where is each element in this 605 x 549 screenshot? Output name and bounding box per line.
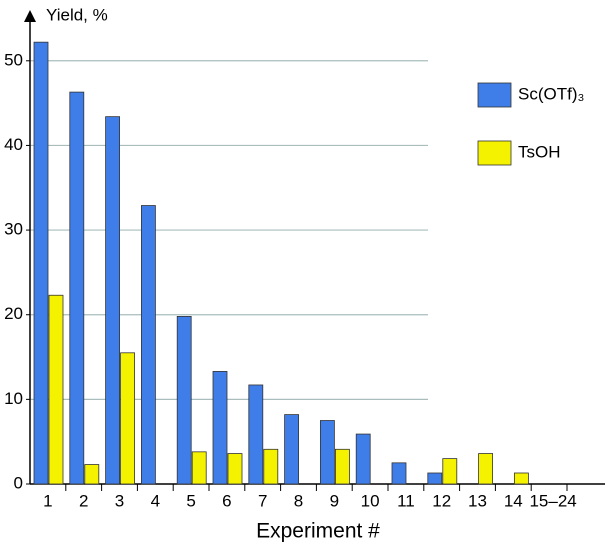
bar	[176, 316, 192, 485]
x-axis-label: Experiment #	[256, 520, 380, 543]
x-tick-label: 14	[504, 491, 523, 510]
bar	[263, 448, 279, 485]
x-tick-label: 3	[115, 491, 124, 510]
y-tick-label: 40	[4, 135, 23, 154]
bar	[334, 448, 350, 485]
bar	[442, 458, 458, 485]
bar	[227, 453, 243, 485]
x-tick-label: 5	[186, 491, 195, 510]
x-tick-label: 10	[361, 491, 380, 510]
x-tick-label: 13	[468, 491, 487, 510]
legend-swatch	[477, 82, 512, 108]
legend-label: TsOH	[518, 142, 561, 161]
bar	[105, 116, 120, 485]
y-tick-label: 50	[4, 50, 23, 69]
x-tick-label: 4	[151, 491, 160, 510]
bar	[212, 371, 228, 485]
bar	[140, 205, 156, 485]
bar	[478, 453, 494, 485]
bar	[248, 384, 264, 485]
legend-swatch	[477, 140, 512, 166]
y-tick-label: 10	[4, 389, 23, 408]
bar	[319, 420, 335, 485]
x-tick-label: 6	[222, 491, 231, 510]
bar	[427, 472, 443, 485]
x-tick-label: 2	[79, 491, 88, 510]
y-tick-label: 0	[14, 473, 23, 492]
y-axis-label: Yield, %	[46, 5, 108, 24]
x-tick-label: 11	[397, 491, 415, 510]
legend-label: Sc(OTf)₃	[518, 84, 584, 103]
x-tick-label: 7	[258, 491, 267, 510]
y-tick-label: 30	[4, 220, 23, 239]
bar	[120, 352, 135, 485]
x-tick-label: 12	[432, 491, 451, 510]
bar	[284, 414, 300, 485]
bar	[391, 462, 407, 485]
bar	[191, 451, 207, 485]
bar	[355, 433, 371, 485]
x-tick-label: 9	[330, 491, 339, 510]
bar	[33, 41, 49, 485]
y-tick-label: 20	[4, 304, 23, 323]
bar	[514, 472, 529, 485]
bar	[48, 294, 64, 485]
x-tick-label: 8	[294, 491, 303, 510]
y-axis-arrow	[24, 10, 36, 22]
x-tick-label: 15–24	[529, 491, 576, 510]
bar	[84, 464, 100, 485]
x-tick-label: 1	[43, 491, 52, 510]
bar	[69, 91, 85, 485]
